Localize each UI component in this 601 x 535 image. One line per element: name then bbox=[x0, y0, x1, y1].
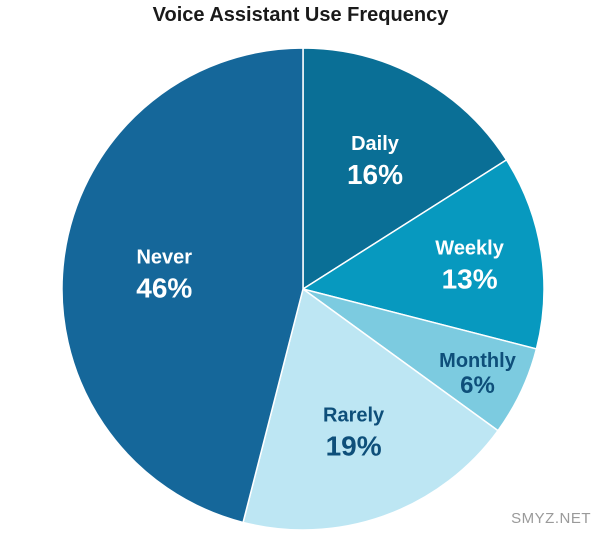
watermark: SMYZ.NET bbox=[511, 510, 591, 527]
slice-label-rarely: Rarely bbox=[323, 405, 385, 427]
pie-slices bbox=[61, 47, 545, 531]
slice-label-never: Never bbox=[136, 247, 192, 269]
slice-value-never: 46% bbox=[136, 273, 192, 304]
chart-title: Voice Assistant Use Frequency bbox=[152, 4, 449, 26]
pie-slice-never bbox=[61, 47, 304, 524]
slice-value-rarely: 19% bbox=[326, 431, 382, 462]
slice-value-monthly: 6% bbox=[460, 372, 495, 399]
slice-label-monthly: Monthly bbox=[439, 350, 517, 372]
pie-slice-daily bbox=[302, 47, 508, 291]
slice-label-daily: Daily bbox=[351, 133, 400, 155]
slice-value-weekly: 13% bbox=[442, 264, 498, 295]
pie-slice-rarely bbox=[242, 287, 500, 531]
slice-label-weekly: Weekly bbox=[435, 238, 504, 260]
slice-value-daily: 16% bbox=[347, 159, 403, 190]
pie-slice-weekly bbox=[301, 158, 545, 350]
